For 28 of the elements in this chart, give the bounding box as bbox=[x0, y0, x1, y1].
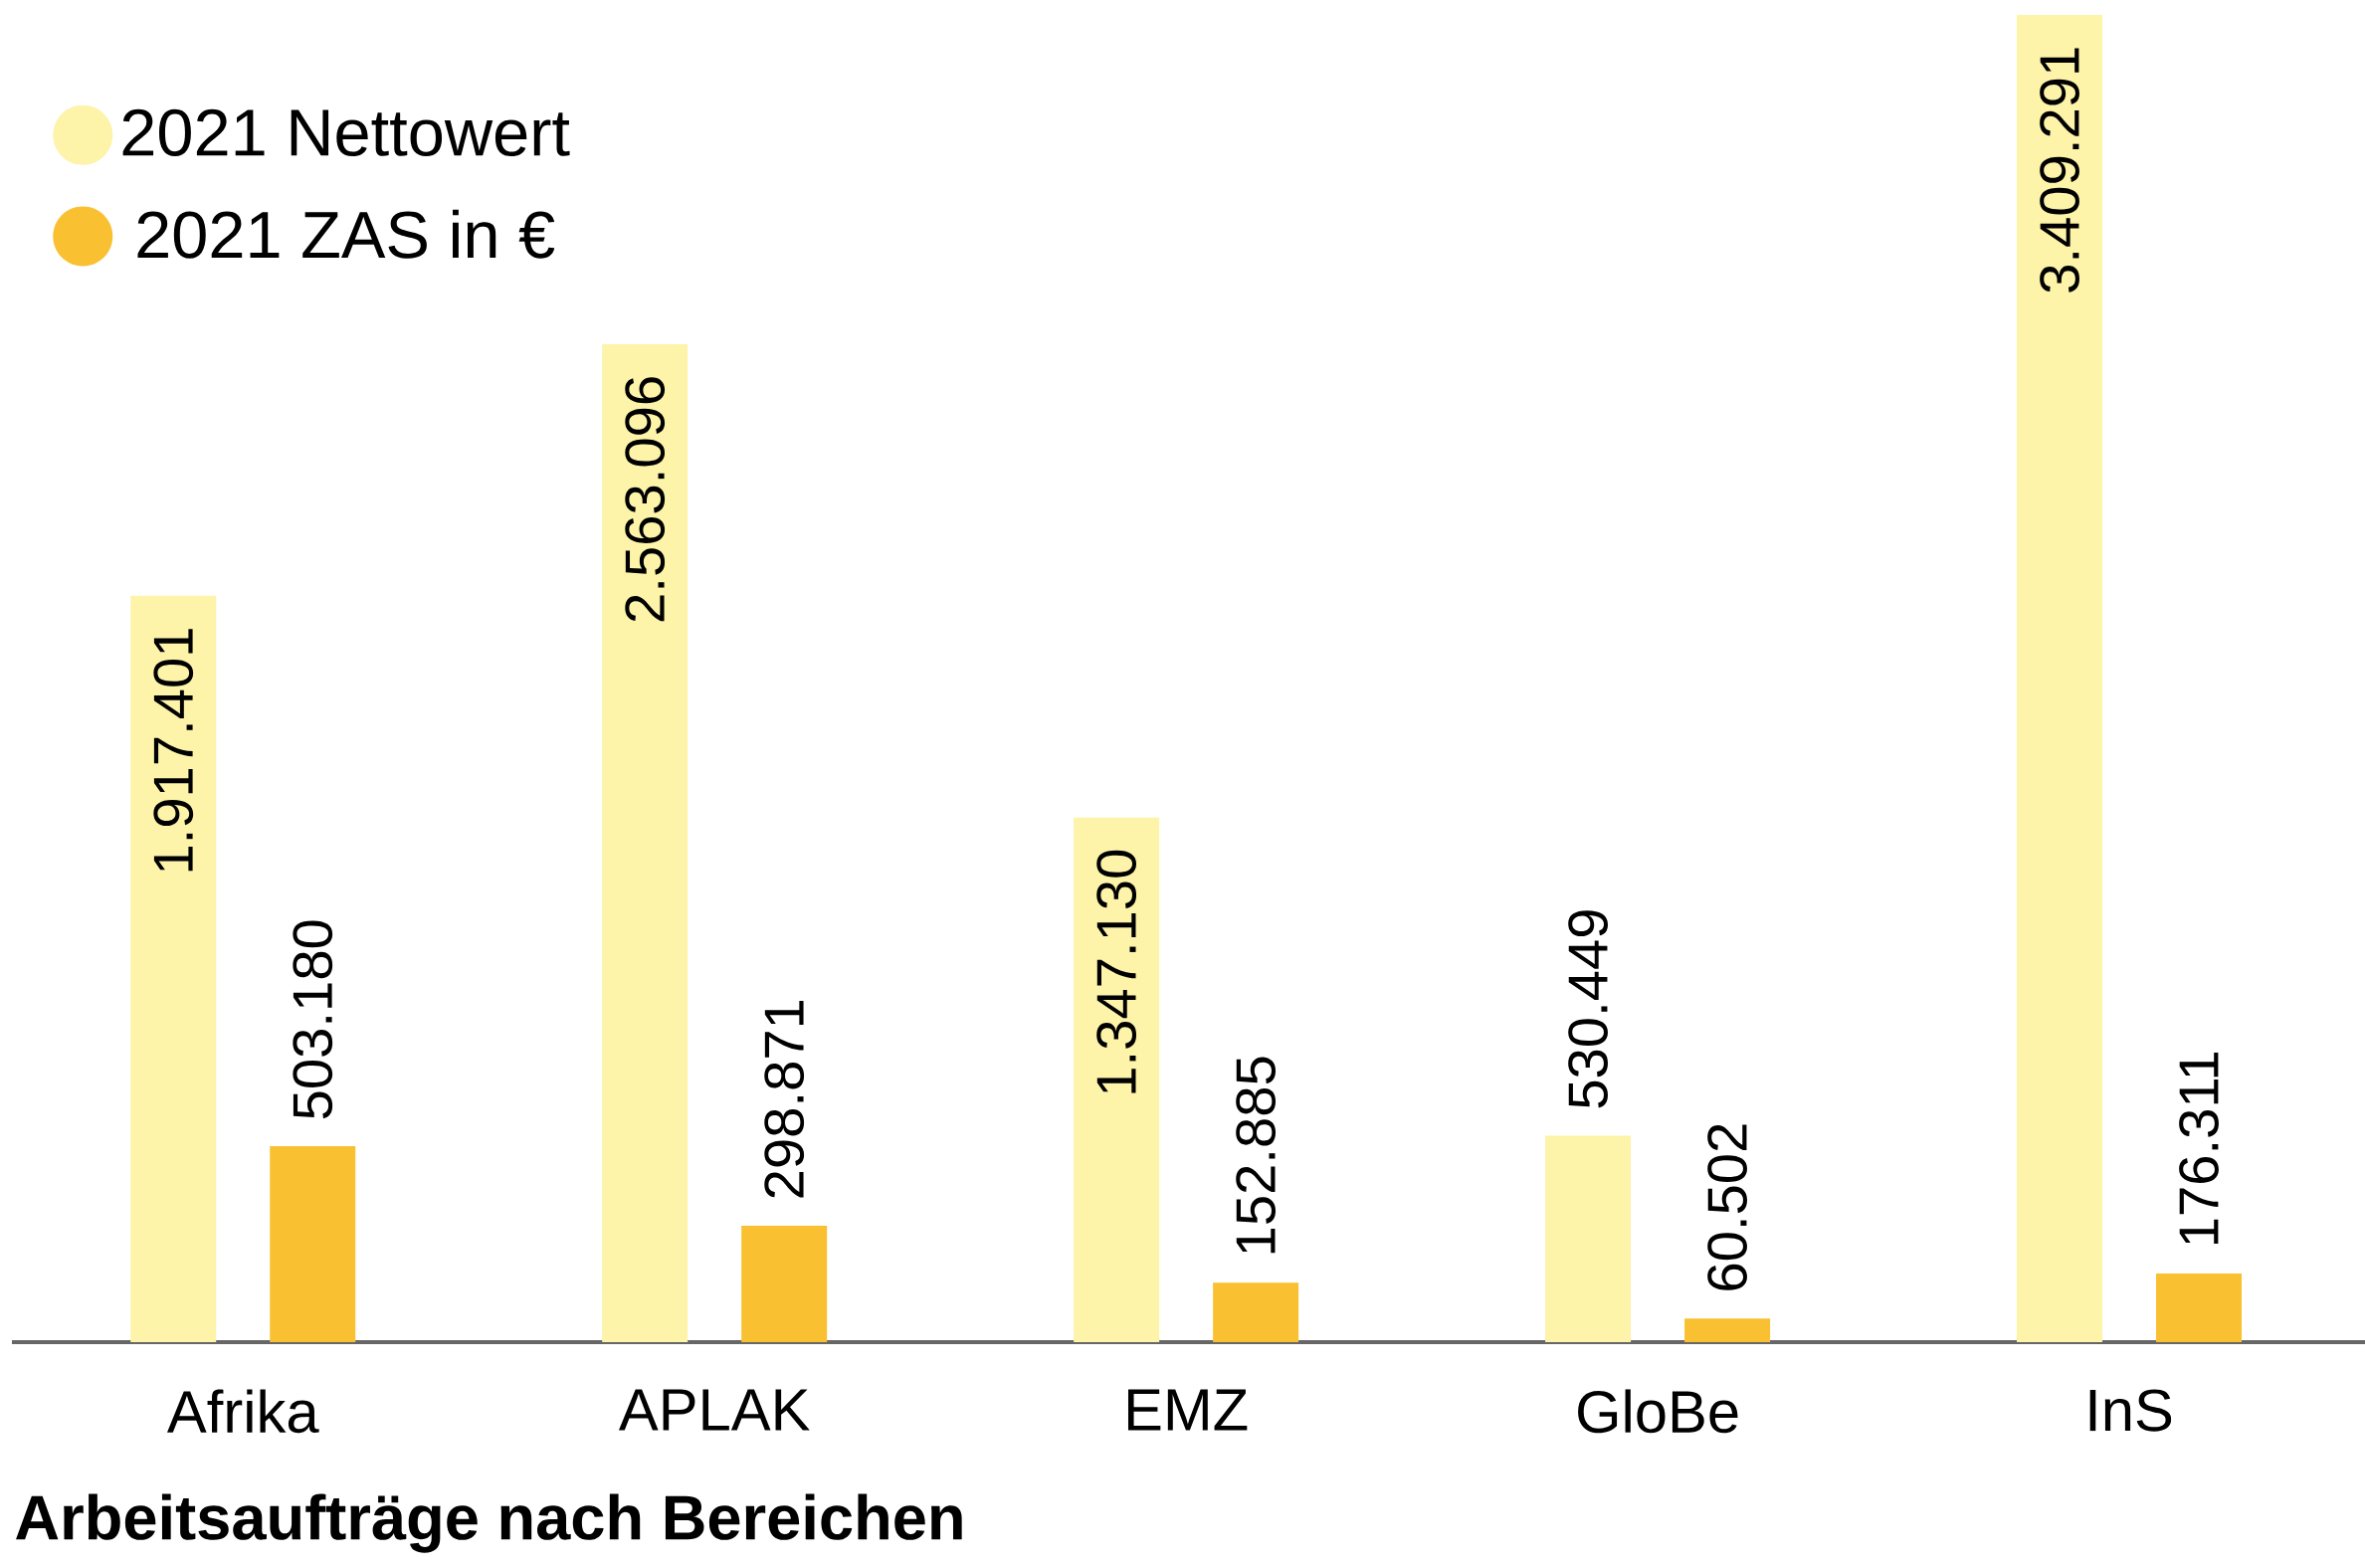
bar bbox=[602, 344, 689, 1342]
bar bbox=[741, 1226, 828, 1342]
data-label: 2.563.096 bbox=[625, 377, 666, 622]
bar bbox=[1545, 1135, 1632, 1342]
bar bbox=[1074, 817, 1160, 1342]
data-label: 60.502 bbox=[1707, 1124, 1747, 1290]
data-label: 1.917.401 bbox=[153, 629, 194, 872]
x-axis-title: Arbeitsaufträge nach Bereichen bbox=[16, 1493, 962, 1553]
data-label: 3.409.291 bbox=[2040, 48, 2079, 293]
bar bbox=[1213, 1282, 1299, 1342]
bar bbox=[2156, 1273, 2243, 1342]
x-tick-label: Afrika bbox=[166, 1389, 319, 1434]
data-label: 503.180 bbox=[293, 920, 333, 1119]
x-tick-label: InS bbox=[2089, 1389, 2172, 1432]
bar bbox=[1684, 1318, 1771, 1342]
bar bbox=[270, 1146, 356, 1342]
x-tick-label: APLAK bbox=[618, 1389, 810, 1431]
data-label: 298.871 bbox=[764, 1000, 805, 1198]
data-label: 152.885 bbox=[1236, 1057, 1277, 1254]
legend-label: 2021 Nettowert bbox=[122, 108, 570, 157]
data-label: 530.449 bbox=[1568, 910, 1608, 1108]
legend-label: 2021 ZAS in € bbox=[137, 209, 555, 259]
bar bbox=[2017, 14, 2103, 1342]
data-label: 176.311 bbox=[2179, 1053, 2219, 1244]
data-label: 1.347.130 bbox=[1096, 850, 1137, 1093]
bar bbox=[130, 595, 217, 1342]
x-tick-label: GloBe bbox=[1578, 1389, 1738, 1434]
x-tick-label: EMZ bbox=[1127, 1389, 1248, 1431]
